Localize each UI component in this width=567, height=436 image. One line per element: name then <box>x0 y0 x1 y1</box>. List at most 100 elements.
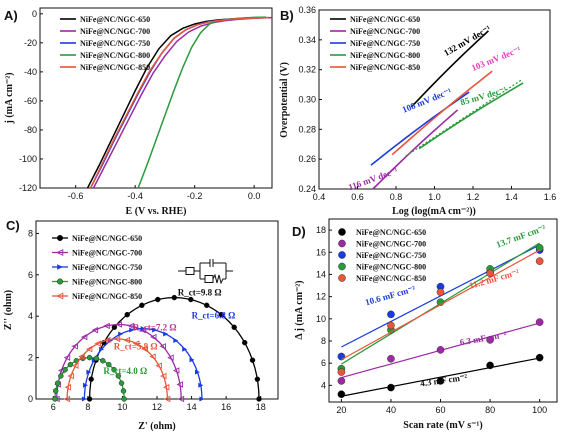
y-tick-label: 0 <box>32 9 37 19</box>
rct-annotation: R_ct=4.0 Ω <box>103 366 147 376</box>
y-tick-label: 12 <box>316 292 326 302</box>
series-line <box>391 70 493 156</box>
slope-annotation: 103 mV dec⁻¹ <box>470 44 522 73</box>
y-tick-label: -40 <box>24 67 37 77</box>
data-point <box>115 373 122 379</box>
data-point <box>249 357 256 363</box>
x-tick-label: 0.6 <box>351 192 364 202</box>
data-point <box>63 354 71 361</box>
data-point <box>160 372 167 380</box>
legend-swatch <box>338 262 346 271</box>
data-point <box>52 396 58 402</box>
data-point <box>71 343 78 350</box>
legend-entry: NiFe@NC/NGC-800 <box>350 51 420 60</box>
panel-c: C) 6 8 10 12 14 16 18 0 2 4 6 8 NiFe@NC/NGC-650 NiFe… <box>3 218 279 432</box>
y-tick-label: 16 <box>316 247 326 257</box>
data-point <box>57 234 64 241</box>
data-point <box>189 357 195 363</box>
data-point <box>132 340 140 347</box>
data-point <box>93 355 100 362</box>
data-point <box>127 322 135 330</box>
data-point <box>124 311 130 318</box>
panel-d-frame <box>328 218 558 403</box>
data-point <box>198 382 204 388</box>
data-point <box>337 377 346 385</box>
legend-entry: NiFe@NC/NGC-650 <box>80 15 150 24</box>
data-point <box>152 327 158 333</box>
slope-annotation: 132 mV dec⁻¹ <box>442 23 493 58</box>
data-point <box>67 372 74 380</box>
data-point <box>177 395 185 403</box>
data-point <box>535 244 544 252</box>
legend-entry: NiFe@NC/NGC-700 <box>80 27 150 36</box>
data-point <box>163 331 169 337</box>
data-point <box>123 336 130 344</box>
data-point <box>100 358 106 364</box>
y-tick-label: 6 <box>321 358 326 368</box>
x-tick-label: 6 <box>51 402 56 412</box>
y-tick-label: 0.30 <box>298 95 316 105</box>
data-point <box>194 369 200 375</box>
legend-entry: NiFe@NC/NGC-650 <box>72 234 142 243</box>
legend-entry: NiFe@NC/NGC-850 <box>80 63 150 72</box>
data-point <box>218 311 225 318</box>
data-point <box>67 361 74 368</box>
x-tick-label: 1.2 <box>467 192 480 202</box>
x-tick-label: -0.2 <box>187 191 203 201</box>
data-point <box>80 333 88 341</box>
y-tick-label: 0.32 <box>298 65 316 75</box>
x-tick-label: 0.8 <box>390 192 403 202</box>
legend-entry: NiFe@NC/NGC-750 <box>80 39 150 48</box>
data-point <box>56 292 64 300</box>
legend-entry: NiFe@NC/NGC-800 <box>72 278 142 287</box>
legend-entry: NiFe@NC/NGC-650 <box>350 15 420 24</box>
data-point <box>199 396 205 402</box>
data-point <box>149 353 156 360</box>
legend-entry: NiFe@NC/NGC-700 <box>72 249 142 258</box>
y-tick-label: 18 <box>316 225 326 235</box>
panel-d-letter: D) <box>292 224 306 239</box>
legend-entry: NiFe@NC/NGC-700 <box>350 27 420 36</box>
data-point <box>63 395 71 403</box>
data-point <box>256 396 262 402</box>
data-point <box>113 335 121 343</box>
legend-swatch <box>338 228 346 236</box>
data-point <box>163 395 171 403</box>
data-point <box>155 296 161 303</box>
data-point <box>150 333 157 341</box>
data-point <box>141 345 149 353</box>
data-point <box>118 380 125 386</box>
series-line <box>372 109 459 190</box>
y-tick-label: 10 <box>316 314 326 324</box>
data-point <box>86 396 93 402</box>
panel-b: B) 0.4 0.6 0.8 1.0 1.2 1.4 1.6 0.24 0.26 0.28 0.30… <box>279 5 556 217</box>
data-point <box>115 321 122 328</box>
y-tick-label: 0 <box>28 394 33 404</box>
data-point <box>535 353 544 362</box>
data-point <box>86 369 92 375</box>
series-line <box>89 16 270 188</box>
data-point <box>88 376 94 382</box>
data-point <box>52 388 59 394</box>
legend-entry: NiFe@NC/NGC-650 <box>356 228 426 237</box>
data-point <box>140 326 146 332</box>
data-point <box>78 353 85 360</box>
panel-b-ylabel: Overpotential (V) <box>279 62 290 138</box>
data-point <box>120 388 127 394</box>
y-tick-label: 14 <box>316 269 326 279</box>
panel-d-xlabel: Scan rate (mV s⁻¹) <box>403 420 482 431</box>
data-point <box>121 396 127 402</box>
data-point <box>436 377 445 385</box>
y-tick-label: 0.28 <box>298 124 316 134</box>
data-point <box>535 318 544 326</box>
data-point <box>106 361 112 368</box>
equivalent-circuit-icon <box>178 259 233 285</box>
x-tick-label: 14 <box>187 402 197 412</box>
data-point <box>129 327 135 333</box>
rct-annotation: R_ct=9.8 Ω <box>178 288 222 298</box>
data-point <box>172 367 180 374</box>
rct-annotation: R_ct=5.8 Ω <box>114 341 158 351</box>
data-point <box>103 322 110 330</box>
y-tick-label: -60 <box>24 96 37 106</box>
data-point <box>118 331 124 337</box>
